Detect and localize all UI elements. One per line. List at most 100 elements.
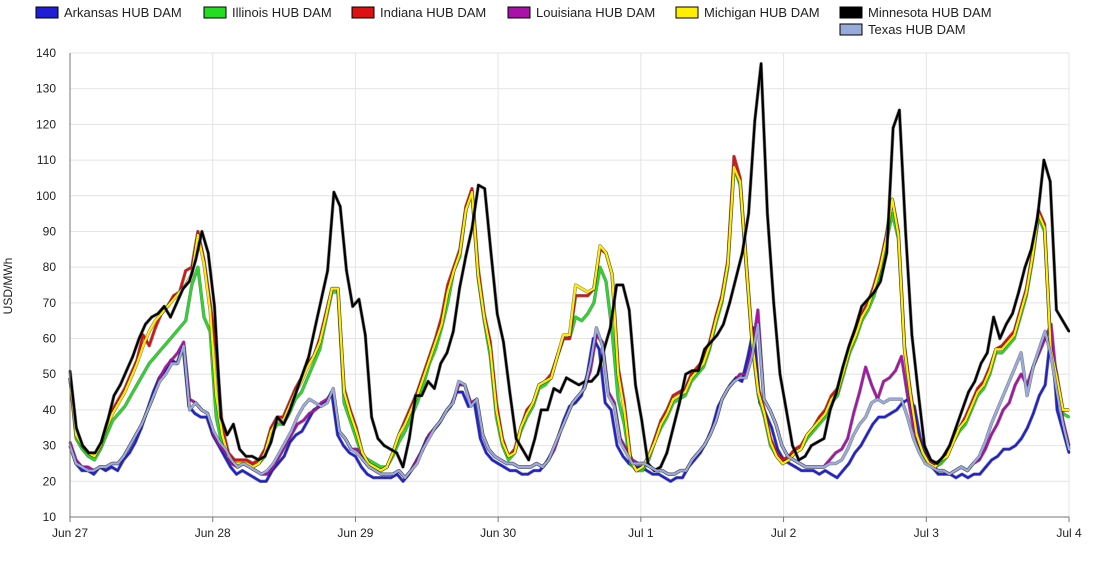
data-point: [160, 312, 163, 315]
legend-item-illinois-hub-dam[interactable]: Illinois HUB DAM: [203, 5, 332, 20]
data-point: [94, 451, 97, 454]
data-point: [288, 408, 291, 411]
data-point: [780, 444, 784, 447]
data-point: [154, 355, 157, 358]
legend-swatch: [675, 6, 699, 19]
data-point: [1038, 348, 1041, 351]
data-point: [824, 469, 827, 472]
data-point: [854, 333, 857, 337]
data-point: [156, 312, 160, 315]
data-point: [244, 455, 247, 458]
data-point: [841, 469, 845, 472]
data-point: [170, 362, 173, 365]
data-point: [294, 433, 298, 436]
data-point: [470, 191, 474, 194]
data-point: [574, 316, 577, 319]
data-point: [665, 412, 669, 415]
data-point: [641, 465, 644, 469]
data-point: [318, 348, 321, 351]
data-point: [339, 205, 342, 208]
data-point: [253, 476, 256, 479]
data-point: [571, 380, 574, 383]
data-point: [376, 437, 379, 440]
data-point: [81, 444, 84, 447]
data-point: [326, 401, 329, 404]
data-point: [675, 476, 678, 479]
data-point: [562, 333, 565, 337]
data-point: [954, 426, 958, 429]
legend-item-texas-hub-dam[interactable]: Texas HUB DAM: [839, 22, 966, 37]
data-point: [657, 473, 660, 476]
data-point: [553, 444, 556, 447]
data-point: [383, 444, 386, 447]
data-point: [684, 391, 687, 394]
data-point: [182, 344, 185, 347]
data-point: [116, 469, 119, 472]
data-point: [166, 305, 169, 308]
data-point: [452, 330, 455, 333]
data-point: [489, 348, 492, 351]
data-point: [134, 440, 137, 444]
data-point: [306, 366, 309, 369]
data-point: [936, 469, 939, 472]
legend-item-minnesota-hub-dam[interactable]: Minnesota HUB DAM: [839, 5, 992, 20]
data-point: [110, 465, 113, 469]
data-point: [617, 398, 620, 401]
data-point: [923, 444, 926, 447]
data-point: [517, 465, 520, 469]
legend-item-michigan-hub-dam[interactable]: Michigan HUB DAM: [675, 5, 820, 20]
data-point: [357, 298, 361, 301]
data-point: [958, 426, 961, 429]
data-point: [364, 333, 367, 337]
data-point: [1067, 451, 1071, 454]
data-point: [457, 380, 460, 383]
data-point: [559, 391, 562, 394]
x-tick-label: Jun 30: [480, 526, 516, 540]
data-point: [152, 394, 155, 397]
data-point: [904, 230, 907, 233]
data-point: [172, 333, 175, 337]
data-point: [182, 341, 185, 344]
data-point: [888, 398, 891, 401]
legend-item-indiana-hub-dam[interactable]: Indiana HUB DAM: [351, 5, 486, 20]
data-point: [236, 465, 239, 469]
data-point: [615, 283, 618, 287]
data-point: [641, 469, 644, 472]
data-point: [213, 305, 216, 308]
data-point: [879, 280, 882, 283]
data-point: [148, 344, 151, 347]
data-point: [586, 291, 589, 294]
data-point: [87, 451, 90, 454]
data-point: [470, 187, 474, 190]
data-point: [772, 301, 775, 304]
legend-item-arkansas-hub-dam[interactable]: Arkansas HUB DAM: [35, 5, 182, 20]
data-point: [374, 469, 377, 472]
data-point: [409, 469, 413, 472]
data-point: [385, 473, 389, 476]
series-line: [68, 323, 1071, 479]
data-point: [879, 266, 882, 269]
data-point: [238, 448, 241, 451]
legend-item-louisiana-hub-dam[interactable]: Louisiana HUB DAM: [507, 5, 655, 20]
x-tick-label: Jun 28: [195, 526, 231, 540]
legend-swatch: [203, 6, 227, 19]
data-point: [122, 455, 125, 458]
data-point: [483, 187, 486, 190]
data-point: [324, 316, 327, 319]
data-point: [972, 462, 975, 465]
data-point: [464, 255, 467, 258]
y-axis-label: USD/MWh: [1, 258, 15, 315]
data-point: [144, 323, 147, 326]
data-point: [131, 355, 134, 358]
data-point: [439, 419, 442, 422]
data-point: [117, 401, 120, 404]
data-point: [661, 469, 664, 472]
data-point: [848, 344, 851, 347]
data-point: [715, 419, 718, 422]
data-point: [302, 419, 305, 422]
data-point: [505, 462, 508, 465]
data-point: [338, 430, 341, 433]
data-point: [312, 362, 315, 365]
data-point: [421, 448, 424, 451]
data-point: [356, 448, 359, 451]
